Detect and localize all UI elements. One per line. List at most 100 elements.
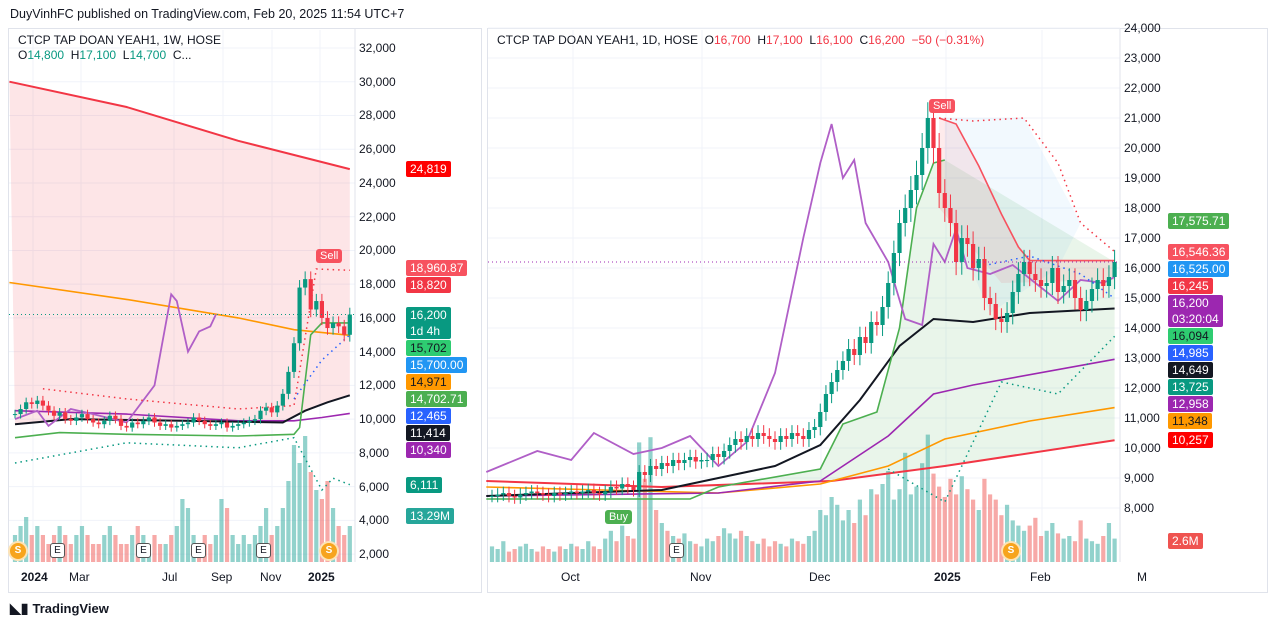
time-tick-label: Dec [809, 570, 831, 584]
time-tick-label: Oct [561, 570, 580, 584]
price-tick-label: 22,000 [1124, 81, 1161, 95]
candle-body [1027, 262, 1032, 274]
price-tick-label: 28,000 [359, 108, 396, 123]
volume-bar [35, 526, 40, 562]
candle-body [269, 407, 274, 413]
volume-bar [738, 530, 744, 562]
price-tick-label: 20,000 [1124, 141, 1161, 155]
candle-body [971, 244, 976, 268]
volume-bar [597, 549, 602, 562]
volume-bar [580, 549, 585, 562]
volume-bar [625, 536, 630, 562]
price-badge: 11,348 [1168, 412, 1212, 429]
candle-body [886, 283, 891, 307]
volume-bar [1106, 523, 1112, 562]
candle-body [1021, 262, 1027, 274]
earnings-icon[interactable]: E [256, 543, 271, 558]
time-tick-label: M [1137, 570, 1147, 584]
volume-bar [506, 551, 512, 562]
candle-body [608, 487, 613, 492]
candle-body [236, 424, 241, 426]
price-tick-label: 16,000 [359, 310, 396, 325]
candle-body [91, 419, 96, 423]
volume-bar [286, 481, 291, 562]
volume-bar [40, 535, 45, 562]
candle-body [1106, 277, 1112, 286]
candle-body [63, 412, 68, 420]
candle-body [540, 493, 546, 495]
dividend-icon[interactable]: S [1003, 543, 1019, 559]
volume-bar [241, 535, 246, 562]
candle-body [68, 419, 73, 421]
volume-bar [642, 478, 647, 562]
earnings-icon[interactable]: E [50, 543, 65, 558]
price-tick-label: 21,000 [1124, 111, 1161, 125]
volume-bar [835, 504, 840, 562]
candle-body [208, 424, 213, 426]
candle-body [308, 279, 313, 310]
volume-bar [1027, 525, 1032, 562]
candle-body [693, 457, 698, 462]
orange-ma-line [9, 281, 350, 337]
volume-bar [24, 517, 29, 562]
candle-body [141, 420, 146, 425]
candle-body [241, 422, 246, 425]
candle-body [557, 493, 563, 495]
candle-body [1101, 280, 1106, 286]
blue-dots-dots [293, 334, 351, 400]
volume-bar [118, 544, 124, 562]
candle-body [993, 304, 998, 319]
candle-body [682, 460, 687, 463]
volume-bar [96, 544, 101, 562]
volume-bar [965, 489, 970, 562]
ohlc-values: O14,800 H17,100 L14,700 C... [18, 48, 221, 63]
candle-body [506, 493, 512, 496]
time-tick-label: Nov [260, 570, 282, 584]
volume-bar [710, 541, 715, 562]
earnings-icon[interactable]: E [136, 543, 151, 558]
candle-body [1016, 274, 1021, 292]
close-label: C [859, 33, 869, 47]
candle-body [180, 424, 185, 426]
volume-bar [795, 541, 800, 562]
volume-bar [772, 541, 778, 562]
volume-bar [163, 544, 168, 562]
candle-body [642, 472, 647, 475]
volume-bar [574, 546, 579, 562]
high-value: 17,100 [79, 48, 117, 62]
candle-body [914, 175, 919, 190]
candle-body [96, 422, 101, 425]
dividend-icon[interactable]: S [321, 543, 337, 559]
tradingview-logo-icon: ◣▮ [10, 600, 29, 616]
candle-body [24, 402, 29, 410]
volume-bar [761, 538, 766, 562]
weekly-chart-pane[interactable] [8, 28, 482, 593]
purple-osc-line [485, 123, 1116, 473]
price-badge: 14,649 [1168, 361, 1213, 378]
candle-body [767, 436, 772, 439]
volume-bar [495, 549, 500, 562]
candle-body [948, 208, 953, 223]
volume-bar [767, 546, 772, 562]
volume-bar [704, 538, 710, 562]
price-tick-label: 2,000 [359, 547, 390, 562]
volume-bar [620, 525, 625, 562]
candle-body [654, 466, 659, 469]
volume-bar [1089, 541, 1095, 562]
candle-body [801, 436, 806, 439]
price-tick-label: 8,000 [1124, 501, 1155, 515]
tradingview-logo[interactable]: ◣▮ TradingView [10, 600, 109, 617]
time-tick-label: 2025 [934, 570, 961, 584]
volume-bar [880, 484, 885, 562]
open-value: 16,700 [713, 33, 751, 47]
volume-badge: 2.6M [1168, 533, 1203, 549]
volume-bar [264, 508, 269, 562]
dividend-icon[interactable]: S [10, 543, 26, 559]
earnings-icon[interactable]: E [669, 543, 684, 558]
red-ma-line [9, 80, 351, 171]
candle-body [314, 301, 319, 310]
candle-body [1033, 274, 1038, 280]
earnings-icon[interactable]: E [191, 543, 206, 558]
candle-body [252, 419, 258, 421]
